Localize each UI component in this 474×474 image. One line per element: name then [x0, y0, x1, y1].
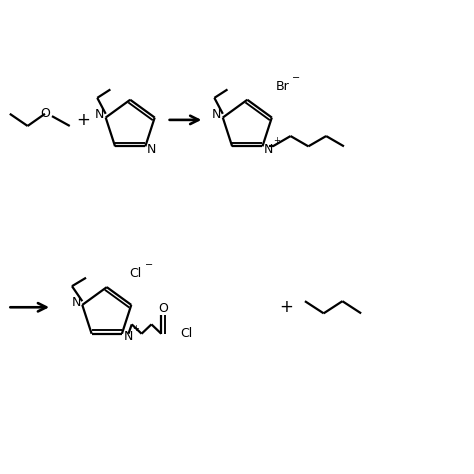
- Text: −: −: [292, 73, 300, 83]
- Text: N: N: [123, 330, 133, 343]
- Text: +: +: [133, 324, 139, 333]
- Text: N: N: [95, 108, 104, 121]
- Text: N: N: [212, 108, 221, 121]
- Text: N: N: [147, 143, 156, 155]
- Text: +: +: [273, 136, 280, 145]
- Text: N: N: [72, 296, 81, 309]
- Text: −: −: [145, 260, 153, 270]
- Text: Cl: Cl: [130, 267, 142, 280]
- Text: N: N: [264, 143, 273, 155]
- Text: Br: Br: [275, 80, 289, 92]
- Text: O: O: [40, 107, 50, 120]
- Text: O: O: [158, 302, 168, 315]
- Text: Cl: Cl: [180, 327, 192, 340]
- Text: +: +: [279, 298, 293, 316]
- Text: +: +: [76, 111, 90, 129]
